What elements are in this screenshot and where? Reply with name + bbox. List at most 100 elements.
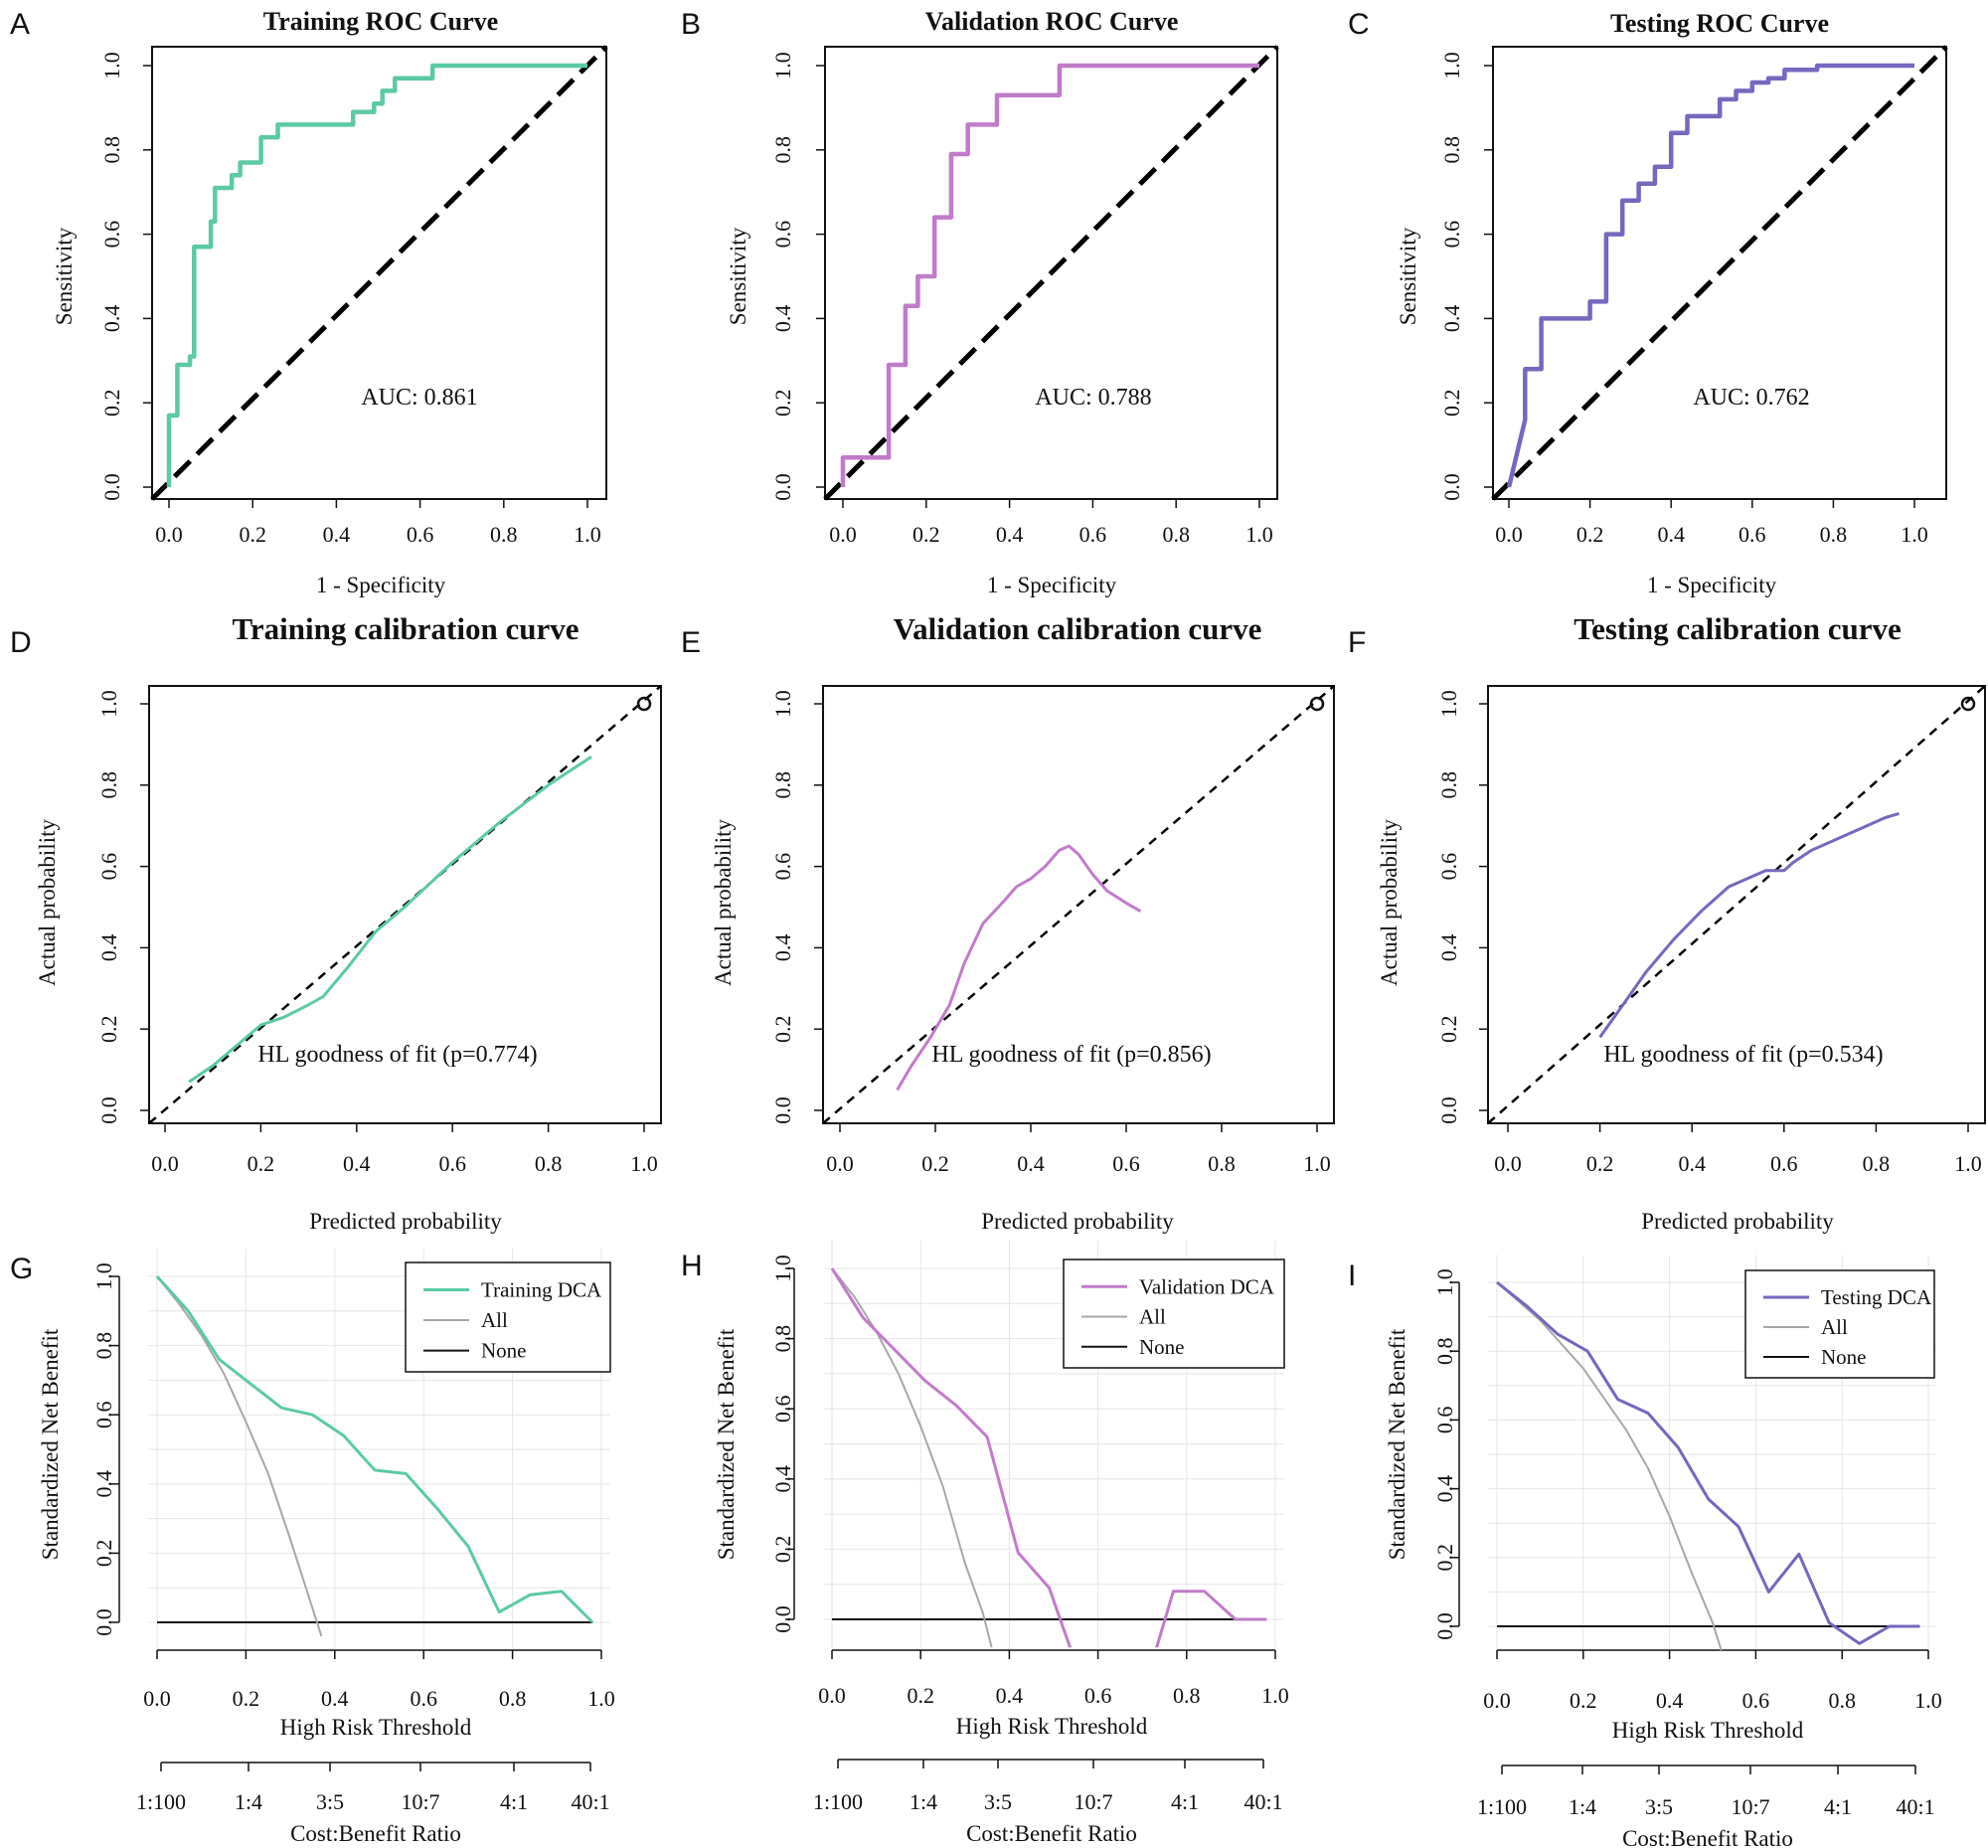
panel-g: G 0.0 0.2 0.4 0.6 0.8 1.0 0.0 0.2 0.4 0.6 0.8 1.0 Hig… [10, 1249, 615, 1846]
x-tick-label: 0.6 [1084, 1683, 1112, 1708]
x-tick-label: 0.2 [239, 522, 266, 547]
x-tick-label: 1.0 [1954, 1151, 1982, 1176]
y-tick-label: 1.0 [1436, 690, 1461, 718]
diagonal-reference-line [822, 685, 1335, 1124]
panel-f: F 0.0 0.2 0.4 0.6 0.8 1.0 0.0 0.2 0.4 0.6 0.8 1.0 Tes… [1348, 611, 1986, 1234]
x-tick-label: 0.2 [907, 1683, 934, 1708]
x-tick-label: 0.4 [996, 522, 1024, 547]
perfect-calibration-marker [1960, 696, 1976, 712]
legend-label: All [481, 1308, 508, 1332]
x-tick-label: 1.0 [1245, 522, 1273, 547]
y-tick-label: 0.8 [770, 136, 795, 164]
ratio-tick-label: 10:7 [401, 1789, 439, 1814]
x-tick-label: 0.0 [818, 1683, 846, 1708]
y-tick-label: 0.8 [770, 1325, 795, 1353]
panel-e: E 0.0 0.2 0.4 0.6 0.8 1.0 0.0 0.2 0.4 0.6 0.8 1.0 Val… [681, 611, 1335, 1234]
ratio-tick-label: 10:7 [1074, 1789, 1112, 1814]
y-axis-label: Actual probability [35, 819, 60, 986]
x-tick-label: 0.2 [1576, 522, 1604, 547]
y-tick-label: 0.8 [99, 136, 124, 164]
x-axis-label: 1 - Specificity [316, 573, 446, 597]
chart-title: Training ROC Curve [263, 7, 498, 36]
plot-frame [1487, 685, 1986, 1124]
y-tick-label: 0.2 [770, 1015, 795, 1043]
y-tick-label: 0.0 [1436, 1096, 1461, 1124]
diagonal-reference-line [823, 45, 1279, 501]
x-tick-label: 0.8 [1173, 1683, 1201, 1708]
ratio-tick-label: 1:4 [235, 1789, 262, 1814]
roc-curve [166, 63, 587, 487]
x-tick-label: 0.8 [535, 1151, 563, 1176]
x-tick-label: 0.2 [233, 1686, 260, 1711]
x-tick-label: 0.6 [1112, 1151, 1140, 1176]
legend-label: None [481, 1339, 527, 1363]
panel-h: H 0.0 0.2 0.4 0.6 0.8 1.0 0.0 0.2 0.4 0.6 0.8 1.0 Hig… [681, 1240, 1289, 1846]
y-tick-label: 0.2 [96, 1015, 121, 1043]
x-tick-label: 0.2 [1586, 1151, 1614, 1176]
all-line [156, 1275, 323, 1637]
y-tick-label: 1.0 [96, 690, 121, 718]
legend-label: All [1821, 1315, 1848, 1339]
x-tick-label: 0.0 [143, 1686, 171, 1711]
y-tick-label: 0.6 [1436, 853, 1461, 881]
y-tick-label: 0.4 [1436, 934, 1461, 962]
y-tick-label: 0.2 [770, 1536, 795, 1564]
legend-label: None [1139, 1335, 1185, 1359]
panel-letter: G [10, 1253, 33, 1285]
perfect-calibration-marker [636, 696, 652, 712]
y-tick-label: 0.6 [770, 221, 795, 249]
ratio-tick-label: 4:1 [1824, 1794, 1852, 1819]
chart-title: Validation ROC Curve [925, 7, 1179, 36]
hl-annotation: HL goodness of fit (p=0.856) [931, 1042, 1211, 1068]
x-axis-label: 1 - Specificity [987, 573, 1117, 597]
x-tick-label: 0.2 [1570, 1688, 1597, 1713]
all-line [1496, 1281, 1723, 1651]
panel-d: D 0.0 0.2 0.4 0.6 0.8 1.0 0.0 0.2 0.4 0.6 0.8 1.0 Tra… [10, 611, 662, 1234]
x-tick-label: 1.0 [587, 1686, 615, 1711]
y-tick-label: 0.0 [1439, 473, 1464, 501]
x-axis-label: Predicted probability [981, 1209, 1174, 1234]
panel-letter: H [681, 1250, 703, 1282]
y-tick-label: 0.6 [1432, 1407, 1457, 1434]
panel-a: A 0.0 0.2 0.4 0.6 0.8 1.0 0.0 0.2 0.4 0.6 0.8 1.0 Tra… [10, 7, 608, 597]
x-tick-label: 0.8 [1208, 1151, 1236, 1176]
y-tick-label: 0.0 [770, 473, 795, 501]
ratio-tick-label: 3:5 [1645, 1794, 1673, 1819]
y-tick-label: 0.8 [1439, 136, 1464, 164]
y-tick-label: 0.8 [91, 1332, 116, 1360]
y-tick-label: 0.4 [770, 934, 795, 962]
x-tick-label: 0.4 [1657, 522, 1685, 547]
panel-i: I 0.0 0.2 0.4 0.6 0.8 1.0 0.0 0.2 0.4 0.6 0.8 1.0 Hig… [1348, 1255, 1942, 1848]
x-tick-label: 1.0 [574, 522, 601, 547]
panel-letter: A [10, 8, 30, 41]
all-line [831, 1267, 993, 1648]
roc-curve [840, 63, 1259, 487]
legend-label: All [1139, 1305, 1166, 1329]
y-tick-label: 0.0 [770, 1096, 795, 1124]
x-tick-label: 0.8 [1162, 522, 1190, 547]
calibration-curve [1598, 811, 1900, 1039]
x-tick-label: 0.6 [1079, 522, 1107, 547]
x-tick-label: 1.0 [1303, 1151, 1331, 1176]
calibration-curve [896, 844, 1142, 1092]
x-tick-label: 0.0 [151, 1151, 179, 1176]
y-axis-label: Actual probability [1377, 819, 1402, 986]
ratio-axis-label: Cost:Benefit Ratio [966, 1821, 1137, 1846]
ratio-tick-label: 1:100 [813, 1789, 863, 1814]
x-tick-label: 0.4 [323, 522, 351, 547]
x-tick-label: 0.0 [826, 1151, 854, 1176]
ratio-tick-label: 3:5 [984, 1789, 1012, 1814]
x-tick-label: 0.0 [155, 522, 183, 547]
x-tick-label: 0.6 [1739, 522, 1766, 547]
x-tick-label: 0.6 [407, 522, 434, 547]
perfect-calibration-marker [1309, 696, 1325, 712]
x-axis-label: High Risk Threshold [280, 1715, 472, 1740]
y-axis-label: Standardized Net Benefit [38, 1328, 63, 1560]
y-tick-label: 0.2 [99, 389, 124, 417]
y-axis-label: Actual probability [711, 819, 736, 986]
x-tick-label: 1.0 [1261, 1683, 1289, 1708]
y-tick-label: 1.0 [1432, 1268, 1457, 1296]
ratio-tick-label: 4:1 [500, 1789, 528, 1814]
dca-model-line [830, 1267, 1267, 1648]
x-tick-label: 0.6 [410, 1686, 437, 1711]
